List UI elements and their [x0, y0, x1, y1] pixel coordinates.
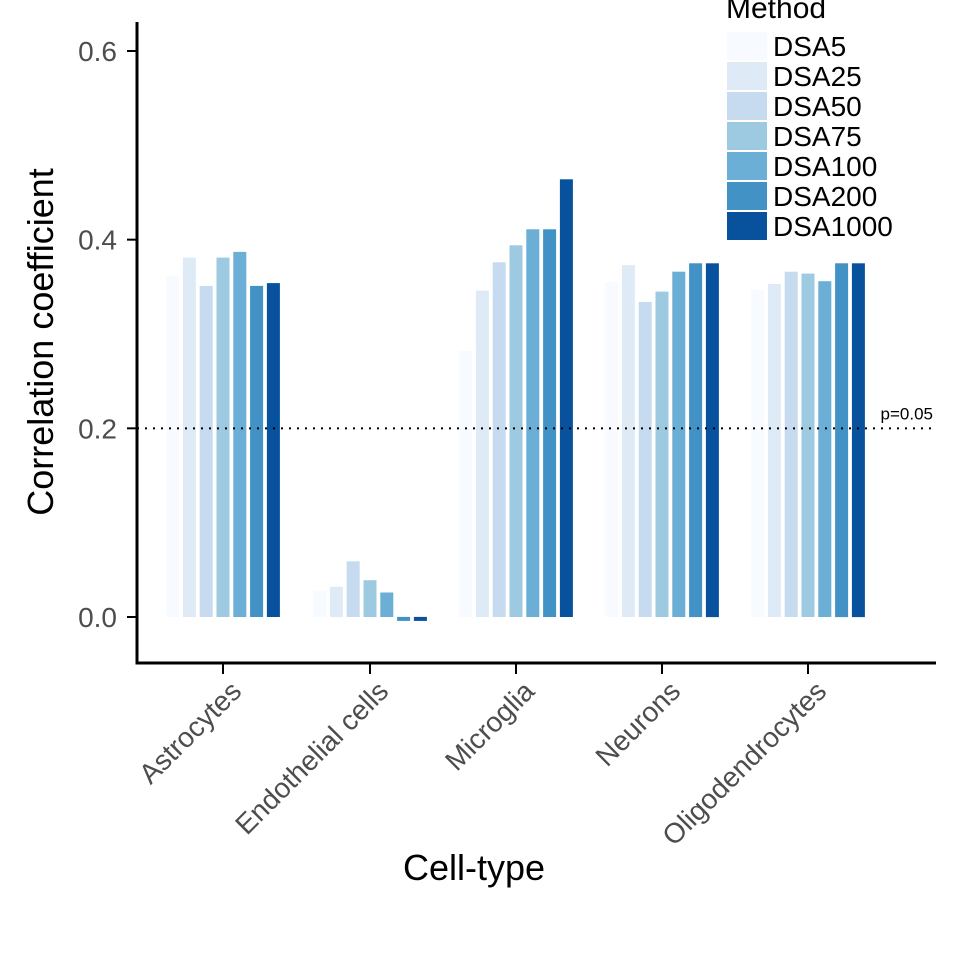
reference-line-layer: p=0.05 — [137, 404, 936, 430]
bar-astrocytes-dsa50 — [199, 285, 213, 617]
bar-endothelial-cells-dsa200 — [397, 616, 411, 621]
legend-key-dsa75 — [727, 122, 767, 150]
bar-oligodendrocytes-dsa100 — [818, 281, 832, 617]
x-tick-label-neurons: Neurons — [589, 675, 686, 772]
legend-title: Method — [726, 0, 826, 25]
bar-endothelial-cells-dsa25 — [329, 586, 343, 617]
bar-oligodendrocytes-dsa5 — [751, 289, 765, 617]
legend-label-dsa50: DSA50 — [773, 91, 862, 122]
bar-oligodendrocytes-dsa50 — [784, 271, 798, 617]
x-tick-label-microglia: Microglia — [439, 675, 540, 776]
legend-key-dsa1000 — [727, 212, 767, 240]
legend-label-dsa25: DSA25 — [773, 61, 862, 92]
bar-oligodendrocytes-dsa75 — [801, 273, 815, 617]
bar-neurons-dsa25 — [621, 265, 635, 617]
bar-endothelial-cells-dsa100 — [380, 592, 394, 617]
legend-label-dsa1000: DSA1000 — [773, 211, 893, 242]
bar-neurons-dsa5 — [605, 282, 619, 617]
legend: Method DSA5DSA25DSA50DSA75DSA100DSA200DSA… — [726, 0, 893, 242]
bar-microglia-dsa75 — [509, 245, 523, 618]
bar-neurons-dsa200 — [689, 263, 703, 618]
bar-microglia-dsa50 — [492, 262, 506, 617]
y-tick-label: 0.6 — [78, 36, 117, 67]
bar-microglia-dsa200 — [543, 229, 557, 618]
legend-label-dsa100: DSA100 — [773, 151, 877, 182]
bar-neurons-dsa75 — [655, 291, 669, 617]
bar-microglia-dsa5 — [459, 351, 473, 617]
x-tick-label-endothelial-cells: Endothelial cells — [229, 675, 394, 840]
bar-neurons-dsa1000 — [705, 263, 719, 618]
bar-endothelial-cells-dsa1000 — [413, 616, 427, 621]
bars-layer — [166, 179, 865, 621]
bar-endothelial-cells-dsa50 — [346, 561, 360, 617]
bar-microglia-dsa1000 — [559, 179, 573, 618]
y-tick-label: 0.2 — [78, 413, 117, 444]
bar-endothelial-cells-dsa75 — [363, 580, 377, 617]
x-tick-label-oligodendrocytes: Oligodendrocytes — [656, 675, 832, 851]
legend-label-dsa75: DSA75 — [773, 121, 862, 152]
y-axis-title: Correlation coefficient — [20, 168, 61, 516]
y-tick-label: 0.0 — [78, 602, 117, 633]
bar-astrocytes-dsa1000 — [266, 283, 280, 617]
bar-endothelial-cells-dsa5 — [313, 590, 327, 617]
y-tick-label: 0.4 — [78, 225, 117, 256]
bar-microglia-dsa25 — [475, 290, 489, 617]
legend-label-dsa200: DSA200 — [773, 181, 877, 212]
legend-label-dsa5: DSA5 — [773, 31, 846, 62]
bar-oligodendrocytes-dsa25 — [767, 284, 781, 617]
bar-oligodendrocytes-dsa200 — [835, 263, 849, 618]
bar-astrocytes-dsa75 — [216, 257, 230, 617]
x-tick-label-astrocytes: Astrocytes — [133, 675, 247, 789]
legend-key-dsa5 — [727, 32, 767, 60]
bar-astrocytes-dsa5 — [166, 275, 180, 617]
bar-astrocytes-dsa100 — [233, 251, 247, 617]
bar-neurons-dsa100 — [672, 271, 686, 617]
legend-key-dsa200 — [727, 182, 767, 210]
reference-line-label: p=0.05 — [881, 404, 933, 423]
legend-key-dsa25 — [727, 62, 767, 90]
bar-microglia-dsa100 — [526, 229, 540, 618]
bar-astrocytes-dsa200 — [250, 285, 264, 617]
bar-oligodendrocytes-dsa1000 — [851, 263, 865, 618]
legend-key-dsa50 — [727, 92, 767, 120]
legend-key-dsa100 — [727, 152, 767, 180]
bar-astrocytes-dsa25 — [182, 257, 196, 617]
x-axis-title: Cell-type — [403, 847, 545, 888]
bar-neurons-dsa50 — [638, 301, 652, 617]
